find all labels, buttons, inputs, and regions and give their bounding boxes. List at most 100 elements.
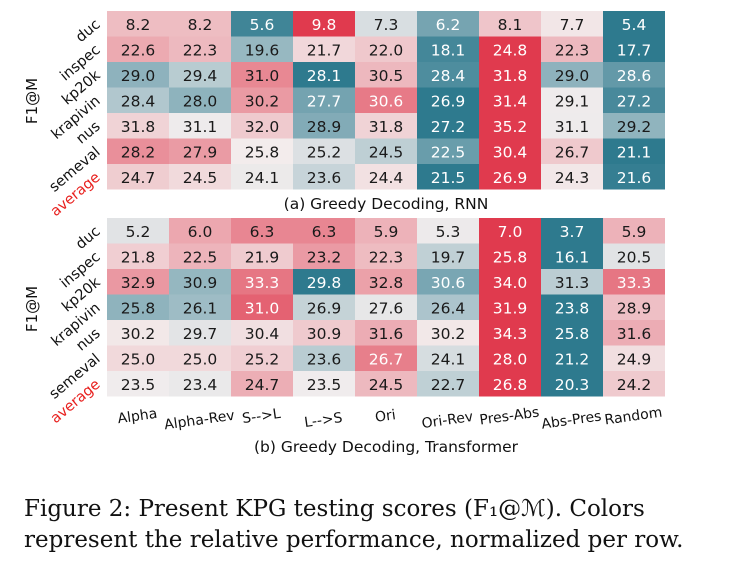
heatmap-cell [541,243,603,269]
heatmap-cell [293,11,355,37]
heatmap-cell [293,164,355,190]
cell-value-label: 6.0 [188,223,213,241]
cell-value-label: 29.0 [121,67,156,85]
heatmap-cell [107,87,169,113]
cell-value-label: 29.1 [555,92,590,110]
heatmap-cell [293,218,355,244]
cell-value-label: 32.9 [121,274,156,292]
cell-value-label: 22.3 [183,41,218,59]
heatmap-cell [107,345,169,371]
cell-value-label: 26.1 [183,299,218,317]
heatmap-cell [293,113,355,139]
cell-value-label: 29.8 [307,274,342,292]
cell-value-label: 26.7 [369,350,404,368]
heatmap-cell [169,371,231,397]
cell-value-label: 6.3 [250,223,275,241]
heatmap-cell [541,36,603,62]
heatmap-cell [603,62,665,88]
heatmap-cell [417,345,479,371]
cell-value-label: 28.9 [617,299,652,317]
column-label: Pres-Abs [479,404,541,428]
cell-value-label: 5.2 [126,223,151,241]
cell-value-label: 27.6 [369,299,404,317]
cell-value-label: 25.8 [245,143,280,161]
column-label: Ori-Rev [421,409,474,432]
heatmap-cell [479,294,541,320]
heatmap-cell [603,36,665,62]
heatmap-cell [107,62,169,88]
heatmap-cell [417,11,479,37]
heatmap-cell [355,243,417,269]
cell-value-label: 22.3 [555,41,590,59]
column-label: Alpha [117,406,159,427]
heatmap-cell [479,269,541,295]
heatmap-cell [417,320,479,346]
heatmap-cell [169,11,231,37]
cell-value-label: 24.5 [369,143,404,161]
cell-value-label: 21.5 [431,169,466,187]
heatmap-cell [169,269,231,295]
heatmap-cell [231,164,293,190]
heatmap-cell [479,320,541,346]
cell-value-label: 33.3 [245,274,280,292]
heatmap-cell [541,218,603,244]
cell-value-label: 24.2 [617,376,652,394]
heatmap-cell [293,87,355,113]
heatmap-cell [479,138,541,164]
cell-value-label: 3.7 [560,223,585,241]
heatmap-cell [231,113,293,139]
cell-value-label: 26.7 [555,143,590,161]
heatmap-cell [541,345,603,371]
cell-value-label: 25.8 [555,325,590,343]
cell-value-label: 32.0 [245,118,280,136]
heatmap-cell [603,294,665,320]
cell-value-label: 27.2 [431,118,466,136]
cell-value-label: 31.3 [555,274,590,292]
cell-value-label: 26.9 [493,169,528,187]
heatmap-cell [107,371,169,397]
cell-value-label: 22.7 [431,376,466,394]
heatmap-cell [169,113,231,139]
cell-value-label: 29.0 [555,67,590,85]
heatmap-cell [417,138,479,164]
heatmap-cell [355,36,417,62]
cell-value-label: 22.6 [121,41,156,59]
heatmap-cell [355,62,417,88]
heatmap-cell [107,218,169,244]
heatmap-cell [541,62,603,88]
heatmap-cell [107,113,169,139]
cell-value-label: 26.8 [493,376,528,394]
heatmap-cell [603,164,665,190]
cell-value-label: 18.1 [431,41,466,59]
cell-value-label: 24.4 [369,169,404,187]
cell-value-label: 30.6 [369,92,404,110]
cell-value-label: 30.4 [245,325,280,343]
cell-value-label: 25.0 [183,350,218,368]
cell-value-label: 28.9 [307,118,342,136]
row-label-duc: duc [73,17,104,46]
cell-value-label: 28.2 [121,143,156,161]
cell-value-label: 23.6 [307,169,342,187]
cell-value-label: 31.9 [493,299,528,317]
heatmap-cell [541,11,603,37]
cell-value-label: 28.1 [307,67,342,85]
heatmap-cell [169,218,231,244]
heatmap-cell [603,371,665,397]
cell-value-label: 34.3 [493,325,528,343]
heatmap-cell [603,243,665,269]
cell-value-label: 31.0 [245,299,280,317]
cell-value-label: 28.6 [617,67,652,85]
heatmap-cell [231,87,293,113]
cell-value-label: 17.7 [617,41,652,59]
cell-value-label: 30.2 [431,325,466,343]
heatmap-cell [107,138,169,164]
heatmap-cell [355,269,417,295]
heatmap-cell [355,11,417,37]
heatmap-cell [231,36,293,62]
heatmap-cell [169,138,231,164]
cell-value-label: 31.0 [245,67,280,85]
heatmap-cell [603,113,665,139]
panel-transformer-heatmap: 5.2 6.0 6.3 6.3 5.9 5.3 7.0 3.7 5.9 21.8 22.5 21.9 2… [23,218,665,456]
heatmap-cell [603,269,665,295]
